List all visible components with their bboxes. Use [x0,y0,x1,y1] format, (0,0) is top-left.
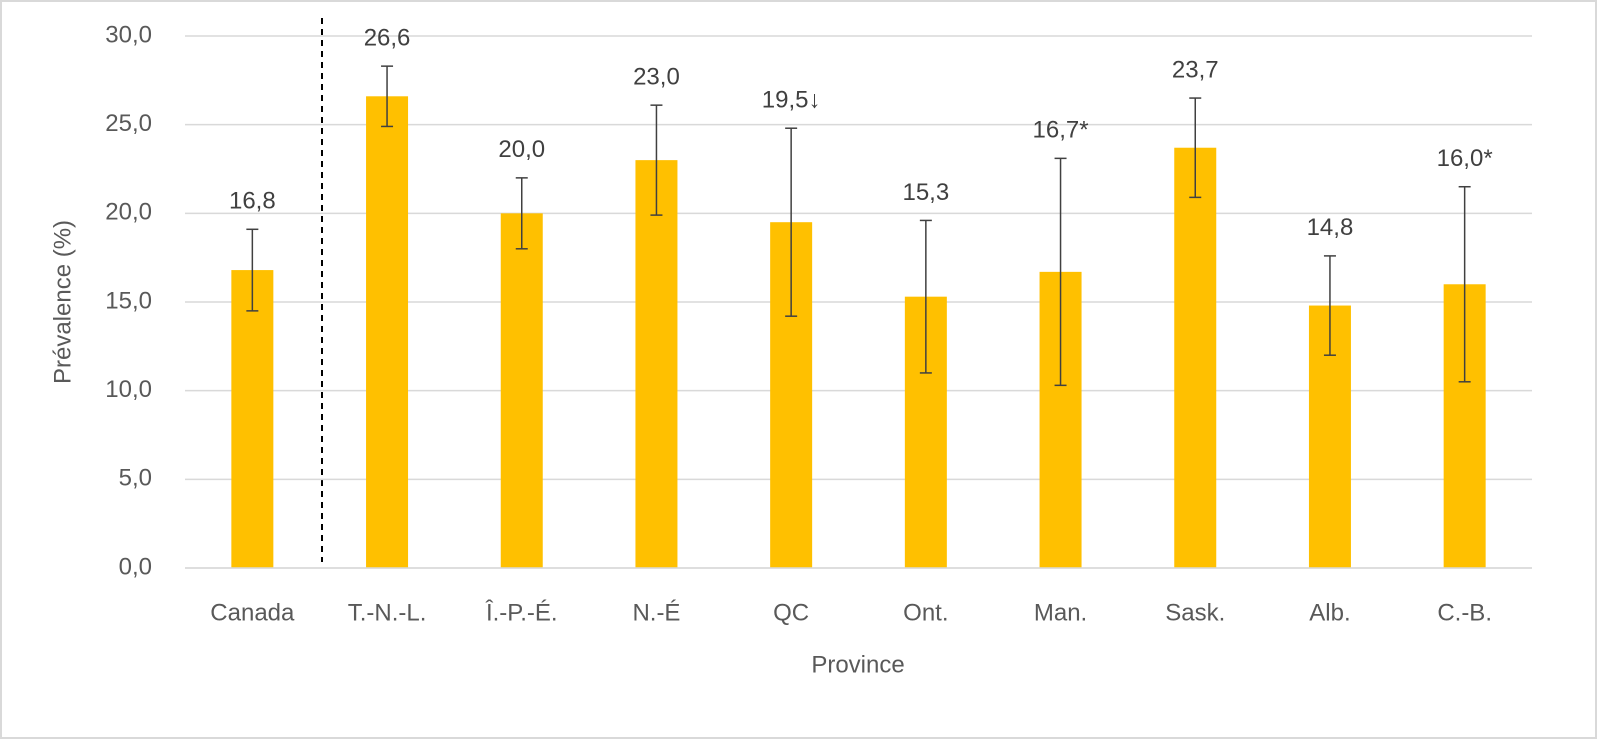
value-label: 16,7* [1033,117,1089,144]
bar [1174,147,1217,568]
x-tick-label: Ont. [903,599,948,626]
bar [366,96,409,568]
y-tick-label: 10,0 [105,376,152,403]
bar [500,213,543,569]
value-label: 20,0 [498,136,545,163]
y-tick-label: 15,0 [105,287,152,314]
value-label: 14,8 [1307,214,1354,241]
y-tick-label: 5,0 [119,465,152,492]
y-tick-label: 0,0 [119,553,152,580]
value-label: 15,3 [902,179,949,206]
x-tick-label: Alb. [1309,599,1350,626]
value-label: 16,0* [1437,145,1493,172]
y-tick-label: 20,0 [105,199,152,226]
x-tick-label: C.-B. [1437,599,1492,626]
x-axis-label: Province [811,651,904,678]
x-tick-label: Canada [210,599,295,626]
x-tick-label: Man. [1034,599,1087,626]
bar [635,160,678,568]
value-label: 16,8 [229,188,276,215]
x-tick-label: QC [773,599,809,626]
y-axis-label: Prévalence (%) [49,220,76,384]
x-tick-label: Î.-P.-É. [485,599,558,626]
value-label: 19,5↓ [762,87,821,114]
y-tick-label: 30,0 [105,21,152,48]
x-tick-label: N.-É [632,599,680,626]
value-label: 23,7 [1172,56,1219,83]
value-label: 26,6 [364,24,411,51]
value-label: 23,0 [633,64,680,91]
x-tick-label: Sask. [1165,599,1225,626]
x-tick-label: T.-N.-L. [348,599,427,626]
y-tick-label: 25,0 [105,110,152,137]
bar [231,270,274,568]
